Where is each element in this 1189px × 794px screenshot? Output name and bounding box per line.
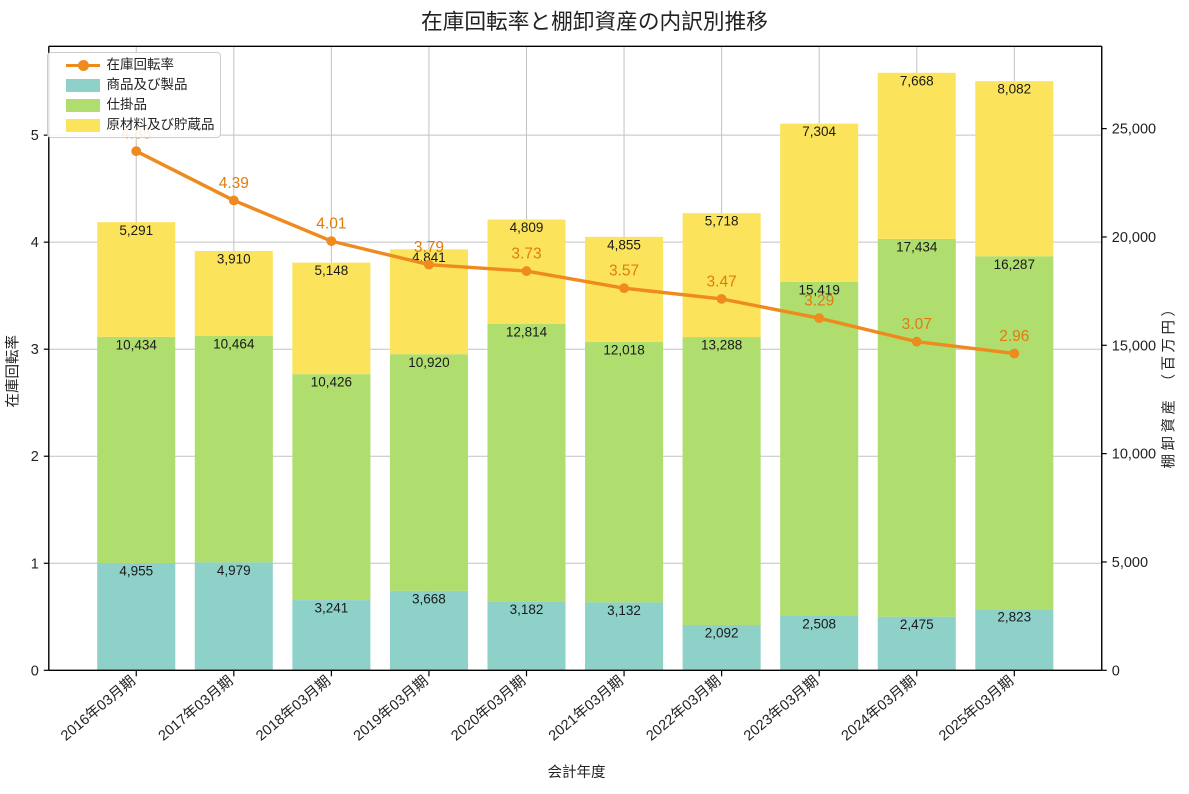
svg-text:4.39: 4.39 — [219, 175, 249, 192]
svg-text:2020年03月期: 2020年03月期 — [448, 672, 529, 744]
svg-text:16,287: 16,287 — [994, 257, 1035, 272]
svg-text:3.07: 3.07 — [902, 316, 932, 333]
svg-text:4,955: 4,955 — [119, 564, 153, 579]
svg-text:7,304: 7,304 — [802, 124, 836, 139]
svg-text:3.79: 3.79 — [414, 239, 444, 256]
svg-text:3: 3 — [31, 342, 39, 358]
svg-text:3.29: 3.29 — [804, 293, 834, 310]
svg-text:4,809: 4,809 — [510, 220, 544, 235]
svg-text:2,092: 2,092 — [705, 626, 739, 641]
svg-text:0: 0 — [1112, 663, 1120, 679]
svg-text:0: 0 — [31, 663, 39, 679]
svg-text:3.47: 3.47 — [707, 273, 737, 290]
svg-text:10,464: 10,464 — [213, 336, 255, 351]
svg-text:2.96: 2.96 — [999, 328, 1029, 345]
svg-text:4.01: 4.01 — [316, 216, 346, 233]
svg-text:2,508: 2,508 — [802, 617, 836, 632]
svg-text:3.73: 3.73 — [511, 246, 541, 263]
svg-text:17,434: 17,434 — [896, 240, 938, 255]
svg-text:3,668: 3,668 — [412, 591, 446, 606]
svg-text:3,910: 3,910 — [217, 252, 251, 267]
svg-text:2016年03月期: 2016年03月期 — [57, 672, 138, 744]
svg-text:3.57: 3.57 — [609, 263, 639, 280]
svg-text:8,082: 8,082 — [997, 82, 1031, 97]
svg-text:5,000: 5,000 — [1112, 555, 1148, 571]
svg-text:5: 5 — [31, 128, 39, 144]
svg-text:10,000: 10,000 — [1112, 447, 1156, 463]
svg-text:12,814: 12,814 — [506, 324, 548, 339]
svg-text:10,426: 10,426 — [311, 375, 352, 390]
svg-text:2,823: 2,823 — [997, 610, 1031, 625]
svg-text:1: 1 — [31, 556, 39, 572]
svg-text:4,979: 4,979 — [217, 563, 251, 578]
svg-text:7,668: 7,668 — [900, 73, 934, 88]
svg-text:2021年03月期: 2021年03月期 — [545, 672, 626, 744]
svg-text:2024年03月期: 2024年03月期 — [838, 672, 919, 744]
svg-text:10,434: 10,434 — [116, 337, 158, 352]
svg-text:25,000: 25,000 — [1112, 122, 1156, 138]
svg-text:2017年03月期: 2017年03月期 — [155, 672, 236, 744]
svg-text:2019年03月期: 2019年03月期 — [350, 672, 431, 744]
svg-text:2018年03月期: 2018年03月期 — [253, 672, 334, 744]
svg-text:2,475: 2,475 — [900, 617, 934, 632]
svg-text:5,291: 5,291 — [119, 223, 153, 238]
svg-text:20,000: 20,000 — [1112, 230, 1156, 246]
svg-text:3,132: 3,132 — [607, 603, 641, 618]
svg-text:5,148: 5,148 — [314, 263, 348, 278]
svg-text:12,018: 12,018 — [603, 343, 644, 358]
svg-text:3,182: 3,182 — [510, 602, 544, 617]
svg-text:2022年03月期: 2022年03月期 — [643, 672, 724, 744]
svg-text:5,718: 5,718 — [705, 214, 739, 229]
svg-text:4,855: 4,855 — [607, 237, 641, 252]
svg-text:4: 4 — [31, 235, 39, 251]
svg-text:2: 2 — [31, 449, 39, 465]
svg-text:10,920: 10,920 — [408, 355, 449, 370]
svg-text:13,288: 13,288 — [701, 338, 742, 353]
svg-text:15,000: 15,000 — [1112, 338, 1156, 354]
svg-text:2025年03月期: 2025年03月期 — [936, 672, 1017, 744]
svg-text:2023年03月期: 2023年03月期 — [740, 672, 821, 744]
svg-text:3,241: 3,241 — [314, 601, 348, 616]
